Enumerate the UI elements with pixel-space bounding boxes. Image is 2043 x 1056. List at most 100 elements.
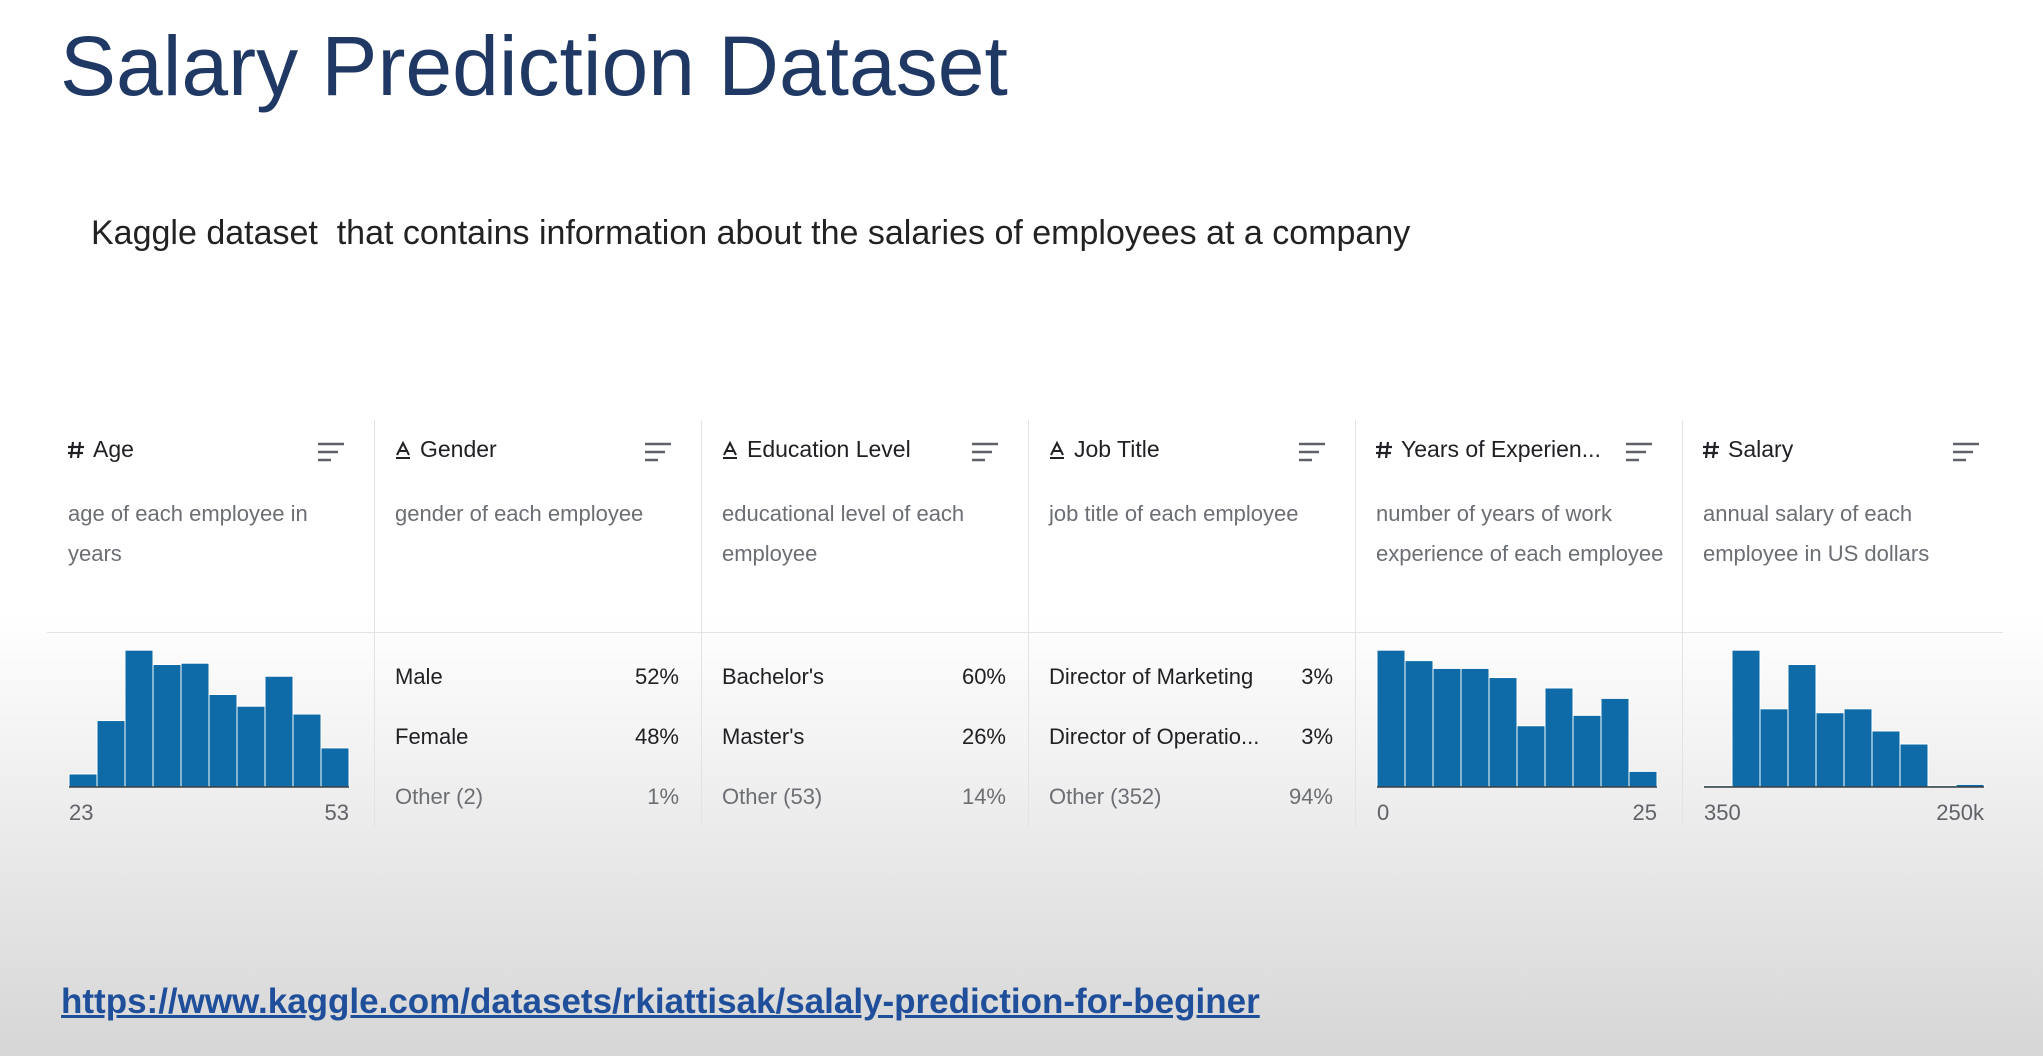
histogram-bar xyxy=(320,747,350,788)
sort-icon xyxy=(645,442,671,462)
column-description: job title of each employee xyxy=(1049,501,1299,526)
histogram-bar xyxy=(1871,730,1901,788)
histogram-bar xyxy=(1488,677,1518,788)
column-separator xyxy=(701,420,702,827)
column-header: Salary xyxy=(1702,436,1793,463)
histogram-bar xyxy=(1544,687,1574,788)
type-icon xyxy=(1376,441,1392,458)
histogram-bar xyxy=(1404,660,1434,788)
column-description: educational level of each employee xyxy=(722,501,965,566)
type-icon xyxy=(396,440,410,459)
icon-stroke xyxy=(1704,441,1710,458)
category-share: 3% xyxy=(1301,724,1333,749)
category-row: Female 48% xyxy=(395,724,679,750)
histogram-bar xyxy=(292,713,322,788)
column-separator xyxy=(1028,420,1029,827)
type-icon xyxy=(723,440,737,459)
column-header: Job Title xyxy=(1048,436,1160,463)
category-row: Other (53) 14% xyxy=(722,784,1006,810)
category-share: 1% xyxy=(647,784,679,809)
histogram-bar xyxy=(236,705,266,788)
icon-stroke xyxy=(69,441,75,458)
histogram-bar xyxy=(1376,649,1406,788)
category-row: Director of Operatio... 3% xyxy=(1049,724,1333,750)
sort-icon xyxy=(972,442,998,462)
x-tick-label: 250k xyxy=(1936,800,1985,825)
dataset-link[interactable]: https://www.kaggle.com/datasets/rkiattis… xyxy=(61,982,1260,1021)
category-share: 94% xyxy=(1288,784,1333,809)
category-share: 48% xyxy=(634,724,679,749)
column-header: Age xyxy=(67,436,134,463)
icon-stroke xyxy=(396,440,410,459)
category-share: 26% xyxy=(961,724,1006,749)
column-name: Job Title xyxy=(1074,436,1160,462)
category-label: Director of Operatio... xyxy=(1049,724,1260,749)
column-description: annual salary of each employee in US dol… xyxy=(1703,501,1930,566)
column-name: Gender xyxy=(420,436,497,462)
histogram-bar xyxy=(208,693,238,788)
column-description: gender of each employee xyxy=(395,501,644,526)
histogram-bar xyxy=(1815,712,1845,788)
x-tick-label: 25 xyxy=(1633,800,1657,825)
icon-stroke xyxy=(723,440,737,459)
category-label: Master's xyxy=(722,724,805,749)
column-separator xyxy=(374,420,375,827)
column-header: Education Level xyxy=(721,436,911,463)
sort-icon xyxy=(1626,442,1652,462)
slide-subtitle: Kaggle dataset that contains information… xyxy=(91,214,1411,252)
histogram-bar xyxy=(1572,714,1602,788)
type-icon xyxy=(1050,440,1064,459)
type-icon xyxy=(1703,441,1719,458)
histogram-bar xyxy=(1628,770,1658,788)
histogram-bar xyxy=(264,675,294,788)
type-icon xyxy=(68,441,84,458)
icon-stroke xyxy=(1384,441,1390,458)
x-tick-label: 350 xyxy=(1704,800,1741,825)
category-label: Female xyxy=(395,724,469,749)
sort-icon xyxy=(1299,442,1325,462)
icon-stroke xyxy=(1711,441,1717,458)
column-header: Gender xyxy=(394,436,497,463)
icon-stroke xyxy=(1050,440,1064,459)
histogram-bar xyxy=(1460,667,1490,788)
column-description: number of years of work experience of ea… xyxy=(1376,501,1664,566)
histogram-bar xyxy=(152,664,182,788)
column-name: Years of Experien... xyxy=(1401,436,1601,462)
histogram-bar xyxy=(1600,697,1630,788)
sort-icon xyxy=(1953,442,1979,462)
category-share: 3% xyxy=(1301,664,1333,689)
x-tick-label: 23 xyxy=(69,800,93,825)
category-share: 60% xyxy=(961,664,1006,689)
x-tick-label: 0 xyxy=(1377,800,1389,825)
category-label: Director of Marketing xyxy=(1049,664,1254,689)
histogram: 350 250k xyxy=(1703,649,1985,825)
category-label: Other (53) xyxy=(722,784,823,809)
category-row: Male 52% xyxy=(395,664,679,690)
histogram-bar xyxy=(180,662,210,788)
category-share: 14% xyxy=(961,784,1006,809)
x-tick-label: 53 xyxy=(325,800,349,825)
column-name: Salary xyxy=(1728,436,1794,462)
histogram-bar xyxy=(1516,725,1546,788)
histogram-bar xyxy=(1843,708,1873,788)
column-name: Education Level xyxy=(747,436,911,462)
category-label: Other (2) xyxy=(395,784,484,809)
category-row: Director of Marketing 3% xyxy=(1049,664,1333,690)
category-row: Other (2) 1% xyxy=(395,784,679,810)
category-label: Bachelor's xyxy=(722,664,825,689)
histogram-bar xyxy=(68,773,98,788)
histogram-bar xyxy=(96,720,126,788)
icon-stroke xyxy=(76,441,82,458)
histogram: 0 25 xyxy=(1376,649,1658,825)
icon-stroke xyxy=(1377,441,1383,458)
slide-title: Salary Prediction Dataset xyxy=(60,19,1008,113)
column-header: Years of Experien... xyxy=(1375,436,1601,463)
sort-icon xyxy=(318,442,344,462)
category-label: Male xyxy=(395,664,443,689)
histogram-bar xyxy=(1731,649,1761,788)
histogram-bar xyxy=(1787,664,1817,788)
column-separator xyxy=(1355,420,1356,827)
histogram-bar xyxy=(1432,667,1462,788)
histogram-bar xyxy=(1899,743,1929,788)
